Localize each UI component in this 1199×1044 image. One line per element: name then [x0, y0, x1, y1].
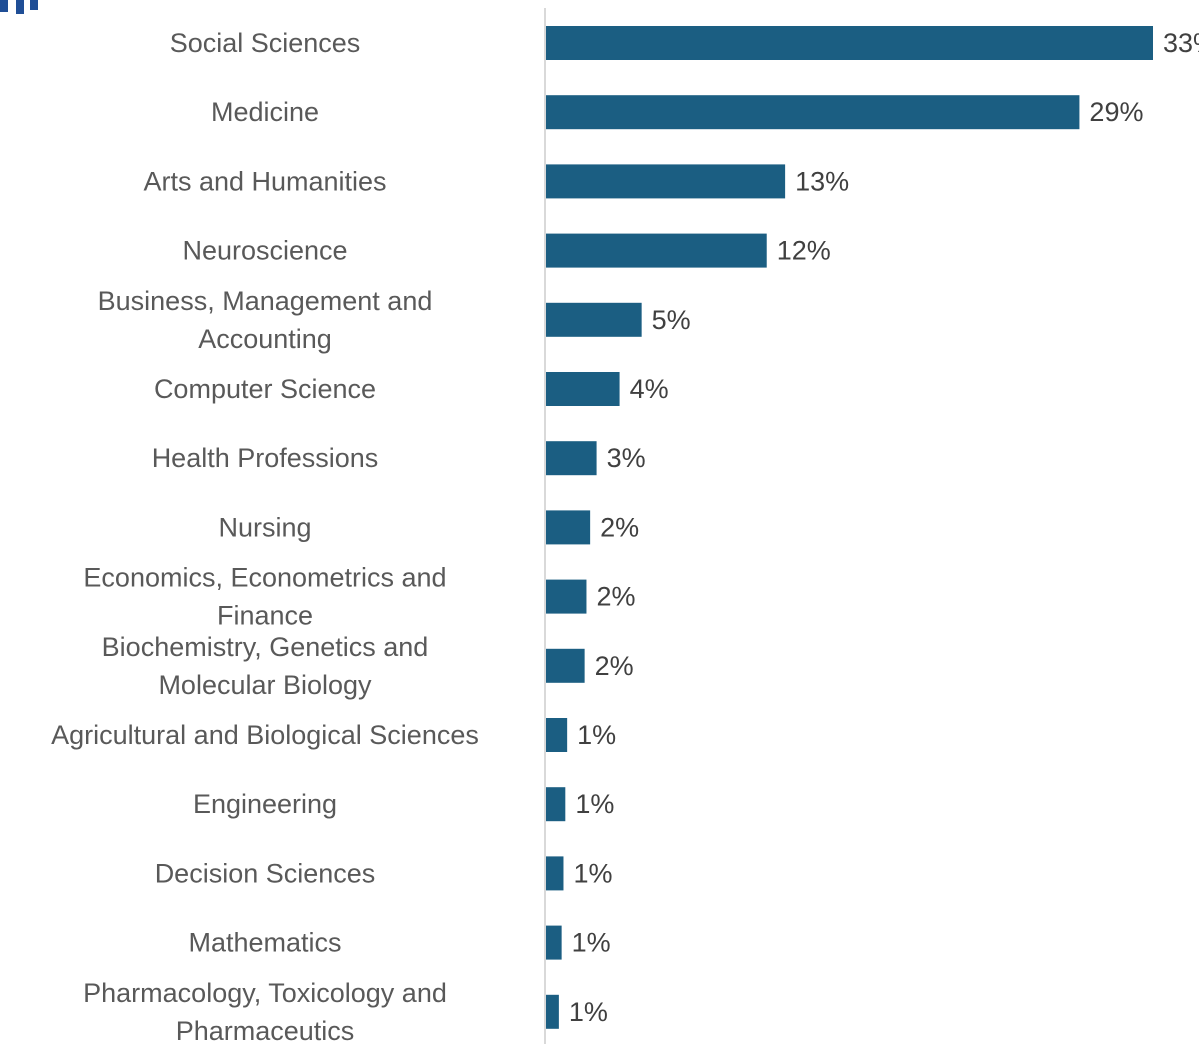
category-label-9: Biochemistry, Genetics and Molecular Biol… — [102, 632, 429, 700]
category-labels-layer: Social Sciences Medicine Arts and Humaniti… — [51, 28, 479, 1044]
bar-11 — [546, 787, 566, 822]
bars-layer — [546, 26, 1153, 1029]
category-label-6: Health Professions — [152, 443, 379, 473]
data-label-8: 2% — [596, 582, 635, 612]
category-label-12: Decision Sciences — [155, 858, 376, 888]
bar-8 — [546, 579, 587, 614]
bar-4 — [546, 302, 642, 337]
data-label-14: 1% — [569, 997, 608, 1027]
data-label-10: 1% — [577, 720, 616, 750]
bar-13 — [546, 925, 562, 960]
bar-5 — [546, 372, 620, 406]
category-label-10: Agricultural and Biological Sciences — [51, 720, 479, 750]
data-label-9: 2% — [595, 651, 634, 681]
bar-14 — [546, 994, 559, 1029]
category-label-2: Arts and Humanities — [143, 166, 386, 196]
data-label-7: 2% — [600, 512, 639, 542]
category-label-0: Social Sciences — [170, 28, 361, 58]
bar-3 — [546, 233, 767, 268]
bar-1 — [546, 95, 1080, 130]
category-label-11: Engineering — [193, 789, 337, 819]
bar-10 — [546, 718, 568, 752]
data-label-5: 4% — [630, 374, 669, 404]
bar-12 — [546, 856, 564, 891]
data-label-13: 1% — [572, 928, 611, 958]
data-label-6: 3% — [607, 443, 646, 473]
data-label-4: 5% — [652, 305, 691, 335]
category-label-1: Medicine — [211, 97, 319, 127]
data-label-0: 33% — [1163, 28, 1199, 58]
data-label-2: 13% — [795, 166, 849, 196]
bar-6 — [546, 441, 597, 476]
bar-0 — [546, 26, 1153, 60]
data-label-1: 29% — [1089, 97, 1143, 127]
bar-7 — [546, 510, 591, 545]
bar-9 — [546, 648, 585, 683]
category-label-14: Pharmacology, Toxicology and Pharmaceutic… — [83, 978, 447, 1044]
bar-2 — [546, 164, 786, 199]
category-label-5: Computer Science — [154, 374, 376, 404]
category-label-7: Nursing — [218, 512, 311, 542]
value-labels-layer: 33% 29% 13% 12% 5% 4% 3% 2% 2% 2% 1% 1% 1% 1% 1% — [569, 28, 1199, 1027]
data-label-12: 1% — [573, 858, 612, 888]
category-label-8: Economics, Econometrics and Finance — [83, 563, 446, 631]
category-label-3: Neuroscience — [182, 236, 347, 266]
data-label-11: 1% — [575, 789, 614, 819]
category-label-4: Business, Management and Accounting — [98, 286, 433, 354]
corner-logo-fragment — [0, 0, 40, 14]
category-label-13: Mathematics — [188, 928, 341, 958]
data-label-3: 12% — [777, 236, 831, 266]
